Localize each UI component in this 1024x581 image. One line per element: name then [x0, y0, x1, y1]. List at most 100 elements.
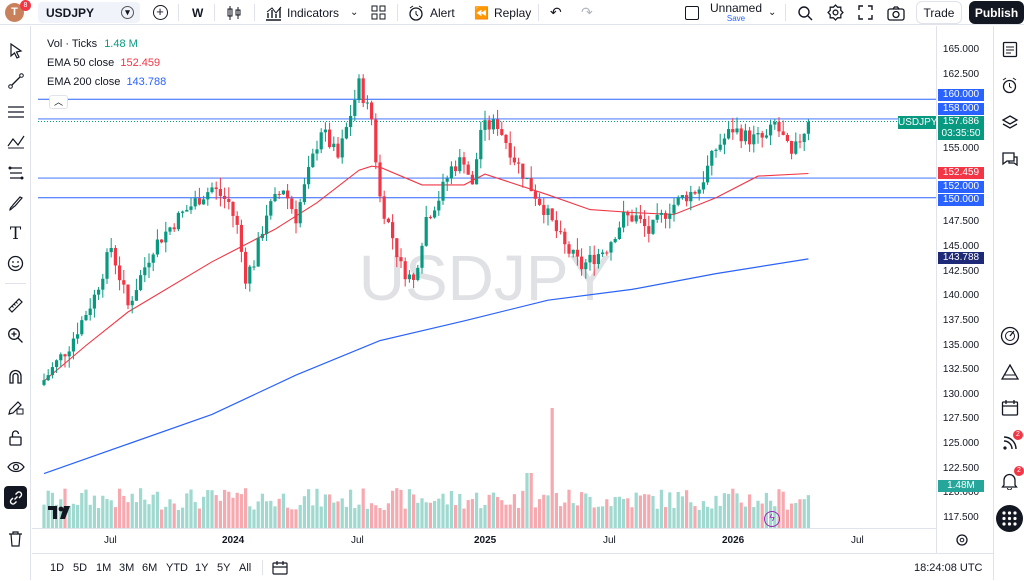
clock-timezone[interactable]: 18:24:08 UTC — [914, 554, 982, 581]
alerts-panel-button[interactable] — [998, 74, 1021, 97]
volume-bar — [206, 490, 210, 528]
candle-body — [647, 226, 651, 234]
lock-drawing-tool[interactable] — [4, 396, 27, 419]
candle-body — [197, 198, 201, 205]
quick-search-button[interactable] — [797, 0, 813, 25]
zoom-tool[interactable] — [4, 324, 27, 347]
candle-body — [50, 367, 54, 376]
tradingview-logo[interactable] — [48, 506, 74, 522]
trash-icon — [9, 531, 22, 547]
range-all[interactable]: All — [239, 554, 251, 581]
link-icon — [9, 490, 22, 505]
candle-body — [307, 167, 311, 185]
volume-bar — [790, 503, 794, 528]
volume-bar — [244, 488, 248, 528]
chart-type-button[interactable] — [226, 0, 244, 25]
brush-tool[interactable] — [4, 192, 27, 215]
layout-dropdown-icon[interactable]: ⌄ — [768, 7, 777, 18]
symbol-dropdown-icon[interactable]: ▾ — [121, 6, 134, 19]
trade-button[interactable]: Trade — [916, 1, 962, 24]
alarm-icon — [1002, 77, 1017, 94]
fib-tool[interactable] — [4, 100, 27, 123]
alert-button[interactable]: Alert — [408, 0, 455, 25]
volume-bar — [311, 505, 315, 528]
interval-button[interactable]: W — [192, 0, 203, 25]
volume-legend[interactable]: Vol · Ticks 1.48 M — [47, 38, 138, 50]
sync-drawings-tool[interactable] — [4, 486, 27, 509]
candle-body — [181, 211, 185, 213]
more-menu-button[interactable] — [996, 505, 1023, 532]
emoji-tool[interactable] — [4, 252, 27, 275]
object-tree-button[interactable] — [998, 111, 1021, 134]
candle-body — [277, 194, 281, 196]
undo-button[interactable]: ↶ — [550, 0, 562, 25]
pattern-tool[interactable] — [4, 130, 27, 153]
range-5d[interactable]: 5D — [73, 554, 87, 581]
remove-drawings-tool[interactable] — [4, 527, 27, 550]
symbol-search[interactable]: USDJPY ▾ — [38, 2, 140, 23]
redo-button[interactable]: ↷ — [581, 0, 593, 25]
ideas-button[interactable] — [998, 360, 1021, 383]
settings-button[interactable] — [827, 0, 844, 25]
price-chart[interactable]: USDJPY — [32, 26, 993, 553]
text-tool[interactable]: T — [4, 222, 27, 245]
volume-bar — [697, 509, 701, 528]
volume-bar — [395, 488, 399, 528]
candle-body — [386, 218, 390, 223]
forecast-tool[interactable] — [4, 161, 27, 184]
range-5y[interactable]: 5Y — [217, 554, 230, 581]
magnet-tool[interactable] — [4, 365, 27, 388]
range-1d[interactable]: 1D — [50, 554, 64, 581]
layouts-button[interactable] — [371, 0, 386, 25]
candle-body — [601, 252, 605, 255]
candle-body — [760, 133, 764, 138]
range-1y[interactable]: 1Y — [195, 554, 208, 581]
notifications-button[interactable] — [998, 469, 1021, 492]
ema200-legend[interactable]: EMA 200 close 143.788 — [47, 76, 166, 88]
collapse-legend-button[interactable]: ︿ — [49, 95, 68, 109]
cursor-tool[interactable] — [4, 39, 27, 62]
compare-symbol-button[interactable]: + — [151, 0, 169, 25]
range-6m[interactable]: 6M — [142, 554, 157, 581]
candle-body — [714, 149, 718, 151]
time-tick-label: 2025 — [474, 535, 497, 546]
volume-bar — [298, 504, 302, 528]
volume-bar — [260, 493, 264, 528]
chats-button[interactable] — [998, 148, 1021, 171]
range-3m[interactable]: 3M — [119, 554, 134, 581]
replay-button[interactable]: ⏪ Replay — [474, 0, 531, 25]
user-avatar[interactable]: T — [5, 3, 24, 22]
layout-checkbox[interactable] — [685, 0, 699, 25]
trend-line-tool[interactable] — [4, 69, 27, 92]
range-1m[interactable]: 1M — [96, 554, 111, 581]
volume-bar — [798, 499, 802, 528]
snapshot-button[interactable] — [887, 0, 905, 25]
publish-button[interactable]: Publish — [969, 1, 1024, 24]
price-tick-label: 125.000 — [942, 438, 980, 449]
volume-bar — [80, 492, 84, 528]
calendar-panel-button[interactable] — [998, 396, 1021, 419]
candle-body — [550, 208, 554, 221]
fullscreen-button[interactable] — [858, 0, 873, 25]
candle-body — [126, 284, 130, 306]
volume-bar — [302, 496, 306, 528]
latest-news-button[interactable]: ϟ — [764, 511, 780, 527]
range-ytd[interactable]: YTD — [166, 554, 188, 581]
hotlists-button[interactable] — [998, 324, 1021, 347]
chart-settings-button[interactable] — [955, 533, 969, 550]
watchlist-button[interactable] — [998, 38, 1021, 61]
indicators-dropdown-icon[interactable]: ⌄ — [350, 7, 359, 18]
goto-date-button[interactable] — [272, 554, 288, 581]
layout-name-button[interactable]: Unnamed Save — [708, 2, 764, 23]
ema50-legend[interactable]: EMA 50 close 152.459 — [47, 57, 160, 69]
volume-bar — [517, 507, 521, 528]
news-stream-button[interactable] — [998, 431, 1021, 454]
candle-body — [395, 238, 399, 258]
measure-tool[interactable] — [4, 294, 27, 317]
candle-body — [248, 266, 252, 284]
ema200-tag: 143.788 — [938, 252, 984, 264]
lock-all-tool[interactable] — [4, 426, 27, 449]
hide-tool[interactable] — [4, 455, 27, 478]
news-badge-count: 2 — [1016, 431, 1020, 438]
indicators-button[interactable]: Indicators — [265, 0, 339, 25]
